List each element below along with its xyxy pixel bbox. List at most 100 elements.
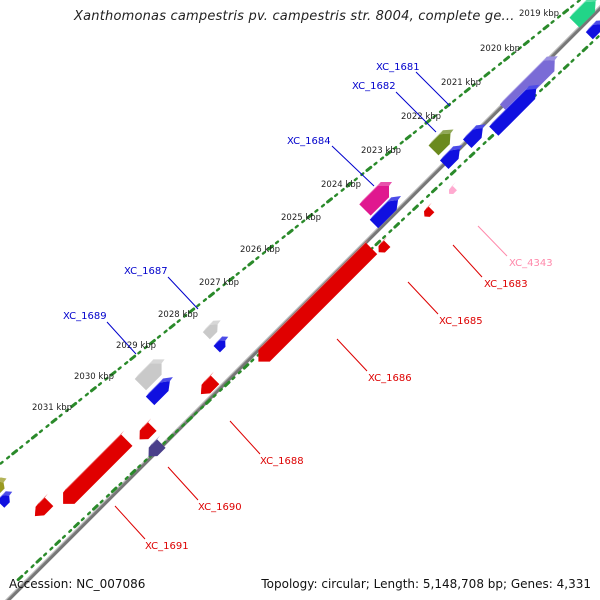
gene-label-leader	[395, 91, 437, 133]
forward-tick-mark	[163, 329, 168, 334]
forward-tick-mark	[50, 417, 58, 424]
gene-forward-arrow[interactable]	[213, 336, 229, 353]
gene-forward-arrow-face	[473, 124, 486, 130]
gene-reverse-arrow[interactable]	[34, 493, 54, 517]
forward-tick-mark	[556, 14, 562, 19]
reverse-tick-mark	[30, 564, 35, 569]
gene-forward-arrow-face	[569, 1, 596, 28]
gene-forward-arrow-face	[439, 146, 454, 161]
gene-XC_1687-arrow[interactable]	[202, 320, 221, 340]
gene-label-XC_1691[interactable]: XC_1691	[145, 541, 189, 552]
gene-label-XC_1688[interactable]: XC_1688	[260, 456, 304, 467]
forward-tick-mark	[471, 82, 476, 87]
gene-XC_1682-arrow[interactable]	[428, 129, 454, 156]
gene-XC_1691-arrow[interactable]	[63, 430, 133, 504]
forward-tick-mark	[320, 203, 326, 208]
reverse-tick-mark	[162, 440, 167, 445]
gene-XC_1686-arrow[interactable]	[258, 238, 378, 362]
gene-reverse-arrow-face	[34, 497, 54, 517]
reverse-tick-mark	[581, 45, 589, 53]
kbp-tick-label: 2021 kbp	[441, 78, 481, 88]
reverse-tick-mark	[212, 393, 217, 398]
gene-label-XC_1682[interactable]: XC_1682	[352, 81, 396, 92]
gene-forward-arrow[interactable]	[489, 84, 540, 136]
gene-forward-arrow[interactable]	[0, 477, 7, 494]
gene-forward-arrow-face	[0, 477, 1, 479]
gene-label-XC_1683[interactable]: XC_1683	[484, 279, 528, 290]
gene-label-XC_1687[interactable]: XC_1687	[124, 266, 168, 277]
gene-XC_1682-arrow-face	[428, 130, 443, 146]
forward-tick-mark	[419, 124, 424, 129]
gene-label-XC_1685[interactable]: XC_1685	[439, 316, 483, 327]
forward-tick-mark	[137, 350, 142, 355]
gene-label-XC_1686[interactable]: XC_1686	[368, 373, 412, 384]
gene-forward-arrow[interactable]	[145, 377, 173, 406]
forward-tick-mark	[458, 93, 463, 98]
forward-tick-mark	[267, 244, 274, 251]
gene-XC_1689-arrow[interactable]	[134, 359, 165, 391]
gene-XC_1684-arrow[interactable]	[359, 181, 393, 216]
gene-label-XC_1684[interactable]: XC_1684	[287, 136, 331, 147]
reverse-tick-mark	[419, 199, 424, 204]
gene-XC_1687-arrow-face	[210, 320, 221, 325]
gene-forward-arrow-face	[219, 336, 229, 341]
gene-forward-arrow[interactable]	[585, 20, 600, 40]
gene-forward-arrow[interactable]	[439, 145, 463, 170]
gene-label-XC_1681[interactable]: XC_1681	[376, 62, 420, 73]
accession-label: Accession: NC_007086	[9, 577, 146, 591]
gene-forward-arrow-face	[369, 197, 392, 220]
gene-label-leader	[229, 420, 261, 455]
gene-forward-arrow-face	[450, 145, 463, 151]
gene-forward-arrow-face	[489, 88, 537, 136]
gene-XC_1683-arrow[interactable]	[424, 202, 435, 217]
reverse-tick-mark	[562, 63, 570, 70]
gene-forward-arrow-face	[388, 195, 402, 202]
forward-tick-mark	[281, 235, 286, 240]
reverse-tick-mark	[589, 41, 594, 46]
reverse-tick-mark	[250, 358, 255, 363]
reverse-tick-mark	[412, 204, 419, 211]
gene-XC_4343-arrow[interactable]	[449, 182, 457, 194]
gene-forward-arrow[interactable]	[462, 124, 486, 149]
reverse-tick-mark	[482, 141, 487, 146]
forward-tick-mark	[235, 271, 240, 276]
gene-forward-arrow-face	[0, 495, 10, 508]
gene-XC_1691-arrow-face	[63, 430, 125, 493]
forward-tick-mark	[537, 30, 542, 35]
reverse-tick-mark	[167, 433, 174, 441]
gene-forward-arrow[interactable]	[0, 491, 13, 508]
forward-tick-mark	[78, 397, 83, 402]
reverse-tick-mark	[223, 380, 231, 388]
gene-XC_1689-arrow-face	[134, 359, 154, 379]
gene-label-XC_1689[interactable]: XC_1689	[63, 311, 107, 322]
gene-XC_1686-arrow-face	[258, 238, 369, 351]
forward-tick-mark	[345, 181, 353, 188]
reverse-tick-mark	[218, 387, 223, 392]
gene-forward-arrow-face	[2, 491, 13, 496]
forward-tick-mark	[58, 413, 63, 418]
gene-reverse-arrow[interactable]	[200, 371, 220, 395]
reverse-tick-mark	[99, 499, 104, 504]
gene-reverse-arrow[interactable]	[378, 236, 391, 253]
forward-tick-mark	[412, 130, 417, 135]
gene-XC_1690-arrow[interactable]	[148, 435, 166, 457]
gene-label-XC_1690[interactable]: XC_1690	[198, 502, 242, 513]
reverse-tick-mark	[16, 574, 24, 582]
reverse-tick-mark	[400, 217, 406, 222]
gene-label-XC_4343[interactable]: XC_4343	[509, 258, 553, 269]
forward-tick-mark	[255, 256, 260, 261]
gene-forward-arrow[interactable]	[369, 195, 402, 229]
kbp-tick-label: 2020 kbp	[480, 44, 520, 54]
forward-tick-mark	[373, 161, 378, 166]
gene-forward-arrow[interactable]	[569, 0, 598, 28]
reverse-tick-mark	[129, 468, 137, 476]
reverse-tick-mark	[54, 539, 61, 546]
forward-tick-mark	[491, 67, 496, 72]
gene-XC_1688-arrow[interactable]	[139, 418, 157, 440]
gene-forward-arrow-face	[585, 20, 597, 33]
forward-tick-mark	[176, 319, 181, 324]
reverse-tick-mark	[186, 416, 193, 423]
